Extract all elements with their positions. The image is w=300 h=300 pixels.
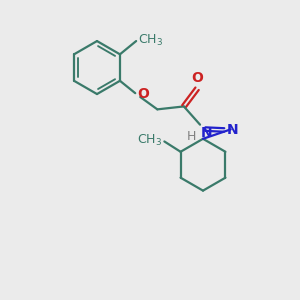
Text: N: N xyxy=(226,123,238,137)
Text: H: H xyxy=(187,130,196,143)
Text: N: N xyxy=(201,126,212,140)
Text: O: O xyxy=(192,71,204,85)
Text: CH$_3$: CH$_3$ xyxy=(138,33,163,48)
Text: CH$_3$: CH$_3$ xyxy=(137,133,162,148)
Text: O: O xyxy=(137,87,149,101)
